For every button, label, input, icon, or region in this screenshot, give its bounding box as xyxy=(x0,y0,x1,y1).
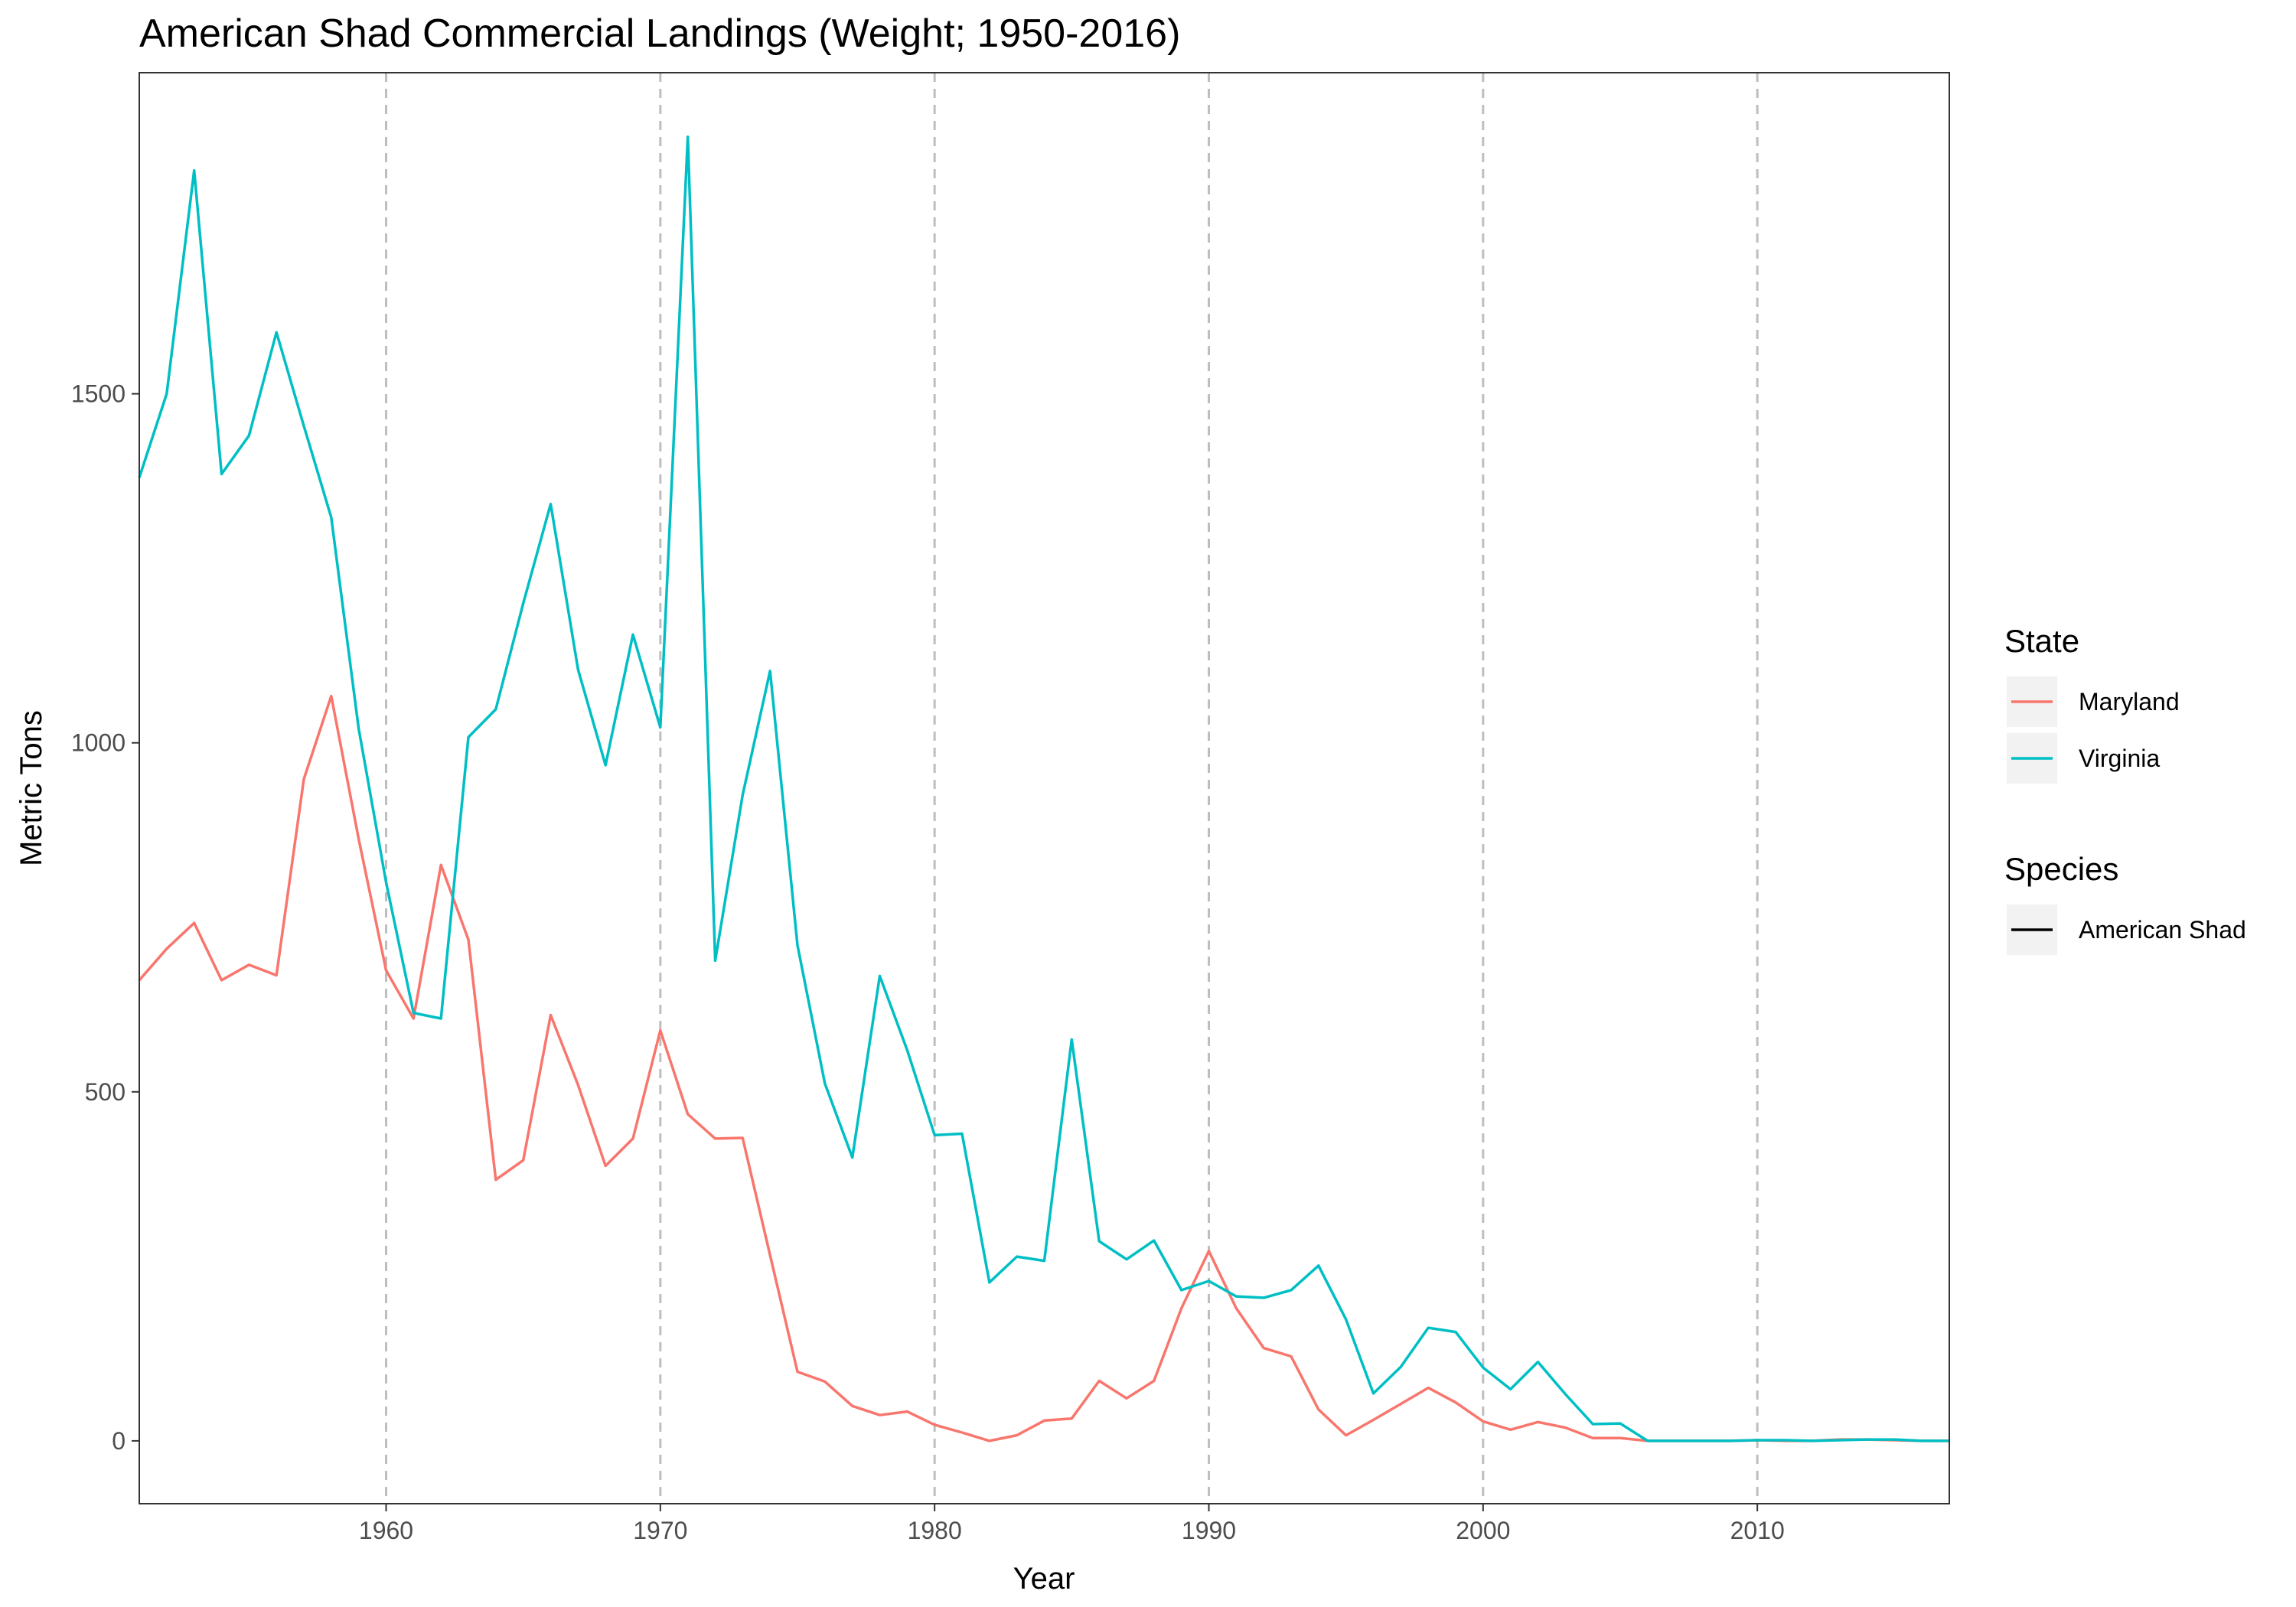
chart-title: American Shad Commercial Landings (Weigh… xyxy=(139,11,1181,56)
legend-label-virginia: Virginia xyxy=(2079,745,2160,772)
legend-item-american-shad: American Shad xyxy=(2007,905,2246,955)
series-line-virginia xyxy=(138,135,1949,1442)
legend-item-virginia: Virginia xyxy=(2007,733,2160,784)
x-tick-label: 1980 xyxy=(908,1517,962,1544)
legend-label-maryland: Maryland xyxy=(2079,688,2180,715)
x-tick-label: 1970 xyxy=(633,1517,687,1544)
x-axis-title: Year xyxy=(1013,1562,1075,1596)
reference-lines xyxy=(385,73,1759,1504)
legend: State Maryland Virginia Species American Sha… xyxy=(2004,623,2246,955)
series-group xyxy=(138,135,1949,1442)
legend-title-species: Species xyxy=(2004,851,2118,887)
plot-panel xyxy=(139,73,1949,1504)
legend-label-american-shad: American Shad xyxy=(2079,916,2246,944)
y-tick-label: 0 xyxy=(112,1427,126,1455)
x-axis: 1960 1970 1980 1990 2000 2010 xyxy=(359,1504,1785,1544)
x-tick-label: 2010 xyxy=(1730,1517,1785,1544)
x-tick-label: 2000 xyxy=(1456,1517,1510,1544)
legend-title-state: State xyxy=(2004,623,2079,659)
y-axis-title: Metric Tons xyxy=(15,710,48,866)
y-tick-label: 1000 xyxy=(71,729,126,757)
legend-state: State Maryland Virginia xyxy=(2004,623,2180,784)
y-axis: 0 500 1000 1500 xyxy=(71,380,139,1455)
y-tick-label: 500 xyxy=(85,1078,126,1106)
y-tick-label: 1500 xyxy=(71,380,126,408)
plot-border xyxy=(139,72,1950,1504)
series-virginia xyxy=(138,135,1949,1442)
legend-item-maryland: Maryland xyxy=(2007,676,2180,727)
x-tick-label: 1990 xyxy=(1182,1517,1236,1544)
x-tick-label: 1960 xyxy=(359,1517,413,1544)
legend-species: Species American Shad xyxy=(2004,851,2246,955)
